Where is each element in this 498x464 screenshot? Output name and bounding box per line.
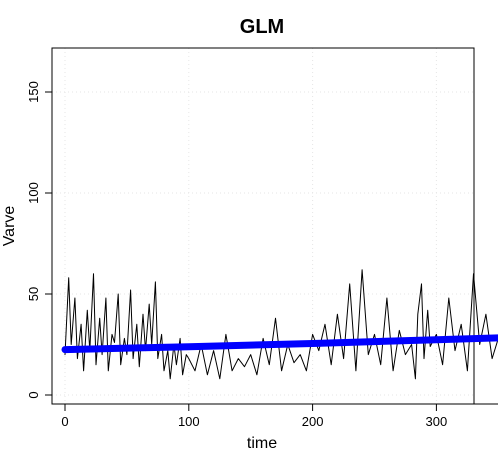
x-tick-label: 200 [302,414,324,429]
x-tick-label: 100 [178,414,200,429]
x-axis-label: time [247,435,277,452]
y-tick-label: 150 [26,81,41,103]
x-axis: 0100200300400500600 [61,403,498,429]
y-axis-label: Varve [1,206,18,247]
chart-title: GLM [240,16,284,38]
y-tick-label: 100 [26,182,41,204]
x-tick-label: 0 [61,414,68,429]
y-tick-label: 50 [26,287,41,301]
varve-series-line [64,269,498,380]
x-tick-label: 300 [426,414,448,429]
glm-fit-line [61,334,498,354]
series-layer [61,269,498,380]
y-axis: 0 50 100 150 [26,81,53,399]
y-tick-label: 0 [26,391,41,398]
